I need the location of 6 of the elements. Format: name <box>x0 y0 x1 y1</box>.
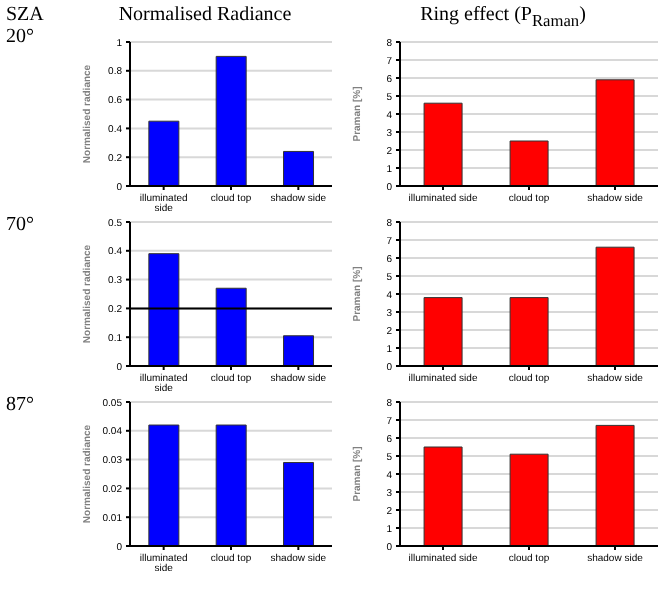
text: 87° <box>6 394 34 416</box>
chart-title: Ring effect (P$_{Raman}$) <box>418 4 588 30</box>
chart-title: Normalised Radiance <box>116 4 294 26</box>
text: SZA <box>6 4 44 26</box>
text: 20° <box>6 26 34 48</box>
text: 70° <box>6 214 34 236</box>
